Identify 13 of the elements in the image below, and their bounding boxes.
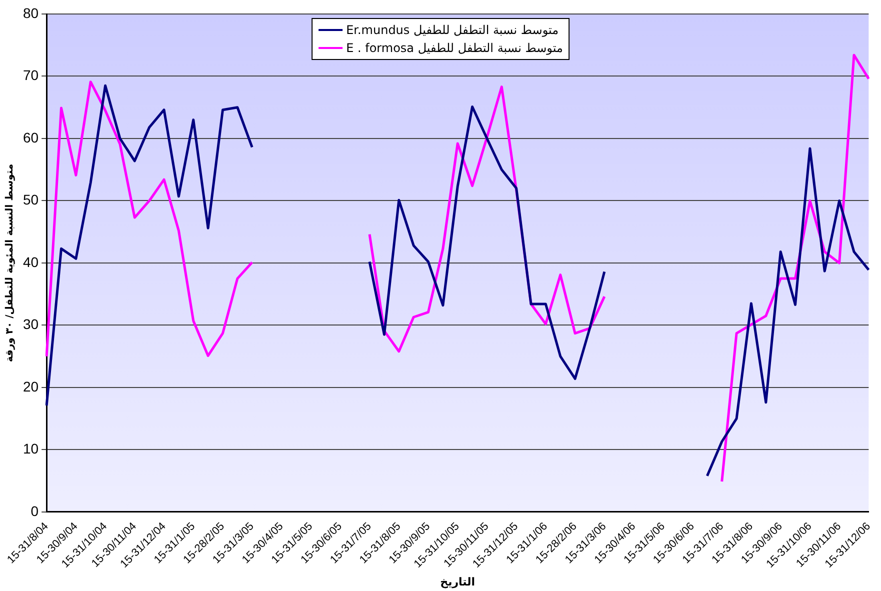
y-tick-label: 10	[22, 440, 39, 457]
y-axis-title: متوسط النسبة المئوية للتطفل/ ٣٠ ورقة	[4, 164, 16, 362]
y-tick-label: 70	[22, 67, 39, 84]
y-tick-label: 80	[22, 4, 39, 21]
y-tick-label: 50	[22, 192, 39, 208]
legend-label: متوسط نسبة التطفل للطفيل E . formosa	[346, 40, 563, 57]
legend-label: متوسط نسبة التطفل للطفيل Er.mundus	[346, 22, 559, 39]
x-axis-title: التاريخ	[440, 575, 476, 588]
y-tick-label: 60	[22, 129, 39, 146]
y-tick-label: 40	[22, 254, 39, 270]
y-tick-label: 30	[22, 316, 39, 332]
y-tick-label: 0	[30, 502, 39, 519]
y-tick-label: 20	[22, 378, 39, 394]
